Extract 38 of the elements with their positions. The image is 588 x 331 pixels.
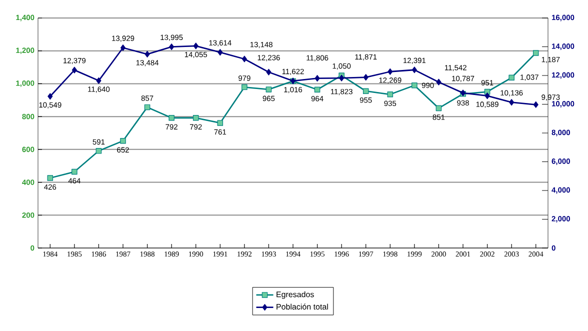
point bbox=[508, 74, 514, 81]
point bbox=[436, 78, 442, 86]
point bbox=[533, 101, 538, 108]
point bbox=[363, 74, 368, 81]
point bbox=[144, 104, 150, 110]
point bbox=[339, 74, 344, 82]
point bbox=[266, 86, 272, 92]
legend-label: Egresados bbox=[276, 291, 314, 299]
point bbox=[72, 66, 77, 74]
point bbox=[192, 114, 199, 121]
point bbox=[509, 99, 514, 106]
point bbox=[120, 44, 126, 52]
point bbox=[436, 105, 442, 112]
point bbox=[217, 120, 224, 126]
point bbox=[387, 92, 394, 98]
point bbox=[388, 68, 393, 75]
point bbox=[266, 68, 272, 76]
legend-label: Población total bbox=[276, 304, 328, 310]
point bbox=[72, 168, 78, 175]
point bbox=[242, 84, 248, 90]
point bbox=[47, 175, 54, 181]
point bbox=[48, 93, 53, 100]
point bbox=[362, 88, 369, 94]
point bbox=[242, 56, 247, 62]
point bbox=[169, 44, 174, 50]
point bbox=[412, 66, 417, 74]
point bbox=[168, 114, 174, 121]
point bbox=[144, 50, 150, 58]
point bbox=[314, 74, 320, 82]
point bbox=[314, 86, 320, 93]
point bbox=[532, 50, 539, 56]
point bbox=[96, 77, 102, 84]
point bbox=[218, 49, 223, 56]
point bbox=[120, 138, 126, 144]
point bbox=[193, 42, 198, 50]
point bbox=[484, 92, 490, 100]
point bbox=[412, 82, 418, 88]
point bbox=[96, 148, 102, 154]
